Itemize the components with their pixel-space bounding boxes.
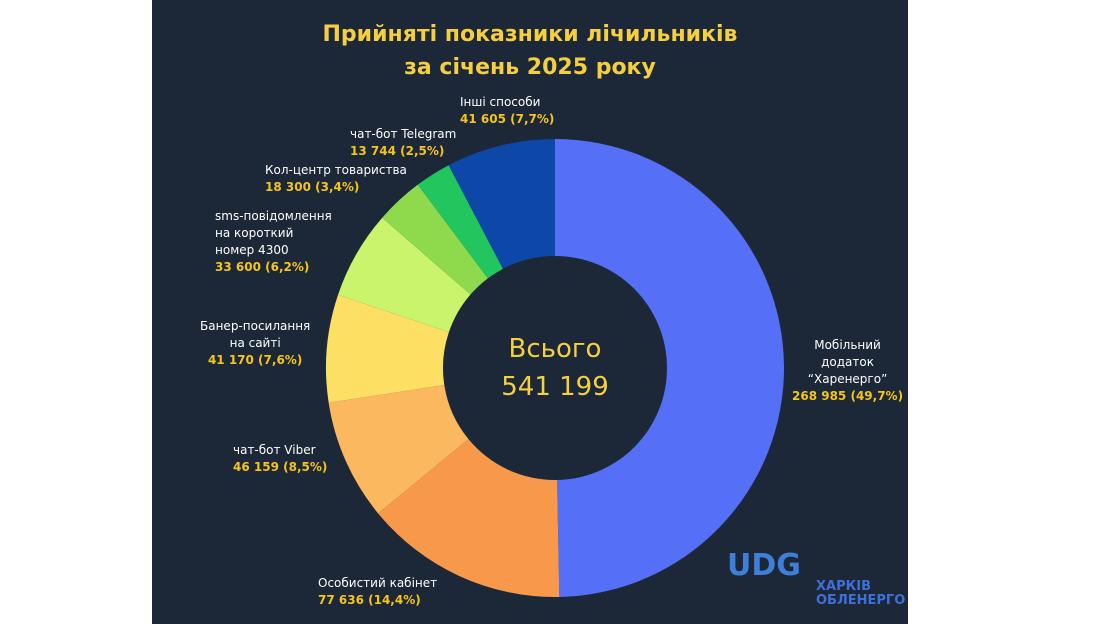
slice-label: Банер-посилання на сайті 41 170 (7,6%) [200,318,310,369]
logo-mark: UDG [727,548,801,583]
chart-title: Прийняті показники лічильників за січень… [322,22,738,80]
value-label: 13 744 (2,5%) [350,144,445,158]
slice-label: Інші способи 41 605 (7,7%) [460,94,554,128]
value-label: 41 170 (7,6%) [207,353,303,367]
category-name: Мобільний додаток “Харенерго” [807,338,888,386]
center-total: Всього 541 199 [455,330,655,406]
slice [555,139,784,597]
slice [417,165,503,279]
slice [328,384,469,514]
category-name: чат-бот Telegram [350,127,457,141]
chart [326,139,784,597]
slice-label: чат-бот Telegram 13 744 (2,5%) [350,126,456,160]
category-name: Інші способи [460,95,541,109]
slice [338,217,471,333]
category-name: Кол-центр товариства [265,163,407,177]
slice-label: Кол-центр товариства 18 300 (3,4%) [265,162,407,196]
slice [378,439,560,597]
category-name: Банер-посилання на сайті [200,319,311,350]
category-name: sms-повідомлення на короткий номер 4300 [215,209,332,257]
slice-label: Особистий кабінет 77 636 (14,4%) [318,575,437,609]
category-name: чат-бот Viber [233,443,316,457]
value-label: 33 600 (6,2%) [215,260,310,274]
value-label: 41 605 (7,7%) [460,112,555,126]
value-label: 18 300 (3,4%) [265,180,360,194]
slice [448,139,555,269]
value-label: 268 985 (49,7%) [792,389,904,403]
category-name: Особистий кабінет [318,576,438,590]
value-label: 46 159 (8,5%) [233,460,328,474]
total-label: Всього [508,334,602,364]
logo-text: ХАРКІВ ОБЛЕНЕРГО [816,579,906,608]
total-value: 541 199 [501,372,609,402]
slice [382,184,488,295]
panel: Прийняті показники лічильників за січень… [152,0,908,624]
slice-label: Мобільний додаток “Харенерго” 268 985 (49… [792,337,903,405]
value-label: 77 636 (14,4%) [318,593,421,607]
slice-label: sms-повідомлення на короткий номер 4300 3… [215,208,332,276]
slice-label: чат-бот Viber 46 159 (8,5%) [233,442,327,476]
slice [326,294,449,403]
